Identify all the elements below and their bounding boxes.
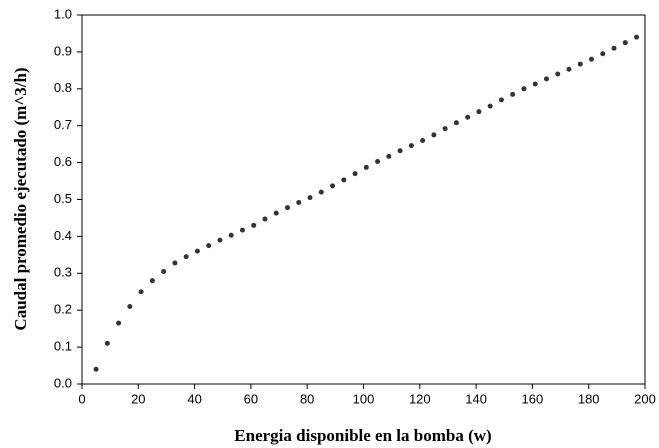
point (420, 137, 426, 143)
x-tick-label: 180 (578, 391, 600, 406)
point (555, 71, 561, 77)
y-tick-label: 0.8 (54, 80, 72, 95)
y-tick-label: 0.2 (54, 302, 72, 317)
point (217, 237, 223, 243)
point (104, 340, 110, 346)
point (397, 148, 403, 154)
x-tick-label: 80 (300, 391, 314, 406)
point (386, 153, 392, 159)
point (262, 216, 268, 222)
point (498, 97, 504, 103)
plot-frame (81, 14, 646, 385)
point (161, 268, 167, 274)
y-tick-label: 0.6 (54, 154, 72, 169)
point (363, 164, 369, 170)
point (465, 114, 471, 120)
point (206, 243, 212, 249)
x-tick-label: 60 (244, 391, 258, 406)
point (251, 222, 257, 228)
point (577, 61, 583, 67)
point (487, 103, 493, 109)
y-tick-label: 0.1 (54, 339, 72, 354)
point (116, 320, 122, 326)
point (453, 120, 459, 126)
point (273, 210, 279, 216)
point (172, 260, 178, 266)
y-tick-label: 1.0 (54, 6, 72, 21)
point (330, 183, 336, 189)
point (183, 254, 189, 260)
point (228, 232, 234, 238)
y-tick-label: 0.9 (54, 43, 72, 58)
point (284, 205, 290, 211)
point (566, 66, 572, 72)
point (543, 76, 549, 82)
point (194, 248, 200, 254)
y-tick-label: 0.3 (54, 265, 72, 280)
x-tick-label: 200 (634, 391, 656, 406)
y-tick-label: 0.0 (54, 375, 72, 390)
point (431, 132, 437, 138)
x-tick-label: 140 (465, 391, 487, 406)
x-axis-label: Energia disponible en la bomba (w) (234, 426, 491, 445)
point (307, 195, 313, 201)
point (600, 51, 606, 57)
point (352, 171, 358, 177)
point (622, 40, 628, 46)
x-tick-label: 160 (522, 391, 544, 406)
x-tick-label: 0 (78, 391, 85, 406)
point (442, 126, 448, 132)
y-axis-label: Caudal promedio ejecutado (m^3/h) (11, 67, 30, 330)
point (296, 199, 302, 205)
point (510, 91, 516, 97)
point (127, 304, 133, 310)
point (93, 366, 99, 372)
x-tick-label: 120 (409, 391, 431, 406)
point (589, 56, 595, 62)
y-tick-label: 0.5 (54, 191, 72, 206)
point (408, 143, 414, 149)
point (611, 45, 617, 51)
point (476, 109, 482, 115)
point (239, 227, 245, 233)
y-tick-label: 0.7 (54, 117, 72, 132)
x-tick-label: 100 (353, 391, 375, 406)
point (138, 289, 144, 295)
y-tick-label: 0.4 (54, 228, 72, 243)
point (375, 158, 381, 164)
x-tick-label: 20 (131, 391, 145, 406)
point (521, 86, 527, 92)
point (532, 81, 538, 87)
point (341, 177, 347, 183)
x-tick-label: 40 (187, 391, 201, 406)
point (149, 278, 155, 284)
point (634, 34, 640, 40)
point (318, 189, 324, 195)
